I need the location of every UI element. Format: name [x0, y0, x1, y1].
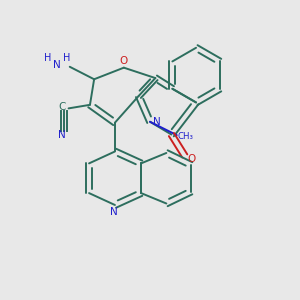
- Text: N: N: [58, 130, 66, 140]
- Text: N: N: [53, 60, 61, 70]
- Text: N: N: [110, 206, 118, 217]
- Text: CH₃: CH₃: [177, 132, 193, 141]
- Text: H: H: [44, 53, 52, 64]
- Text: C: C: [58, 102, 66, 112]
- Text: H: H: [63, 53, 70, 64]
- Text: O: O: [187, 154, 195, 164]
- Text: N: N: [153, 117, 160, 127]
- Text: O: O: [119, 56, 128, 66]
